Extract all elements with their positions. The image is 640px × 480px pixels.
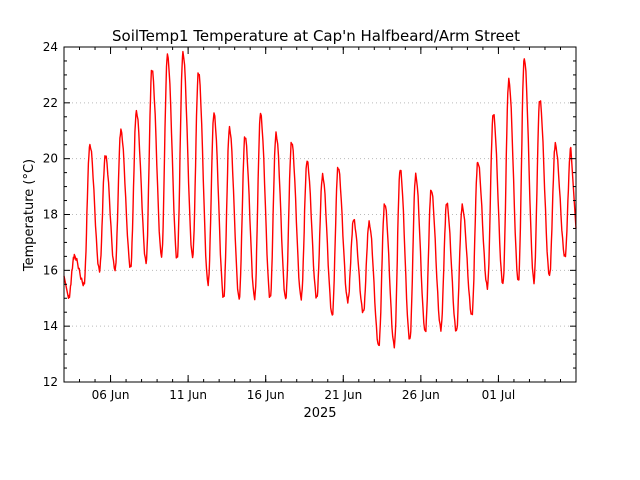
y-tick-label-14: 14 <box>43 319 58 333</box>
y-tick-label-22: 22 <box>43 96 58 110</box>
y-tick-label-20: 20 <box>43 152 58 166</box>
temperature-series-line <box>63 50 577 349</box>
y-tick-label-24: 24 <box>43 40 58 54</box>
x-tick-label: 01 Jul <box>482 388 516 402</box>
x-axis: 06 Jun 11 Jun 16 Jun 21 Jun 26 Jun 01 Jul <box>63 47 577 402</box>
chart-title: SoilTemp1 Temperature at Cap'n Halfbeard… <box>112 27 520 45</box>
y-tick-label-16: 16 <box>43 263 58 277</box>
y-axis: 12 14 16 18 20 22 24 <box>43 40 576 389</box>
y-tick-label-12: 12 <box>43 375 58 389</box>
x-tick-label: 06 Jun <box>92 388 130 402</box>
x-tick-label: 26 Jun <box>402 388 440 402</box>
x-tick-label: 11 Jun <box>169 388 207 402</box>
x-tick-label: 16 Jun <box>247 388 285 402</box>
y-tick-label-18: 18 <box>43 208 58 222</box>
x-tick-label: 21 Jun <box>324 388 362 402</box>
y-axis-label: Temperature (°C) <box>22 159 37 272</box>
x-axis-year-label: 2025 <box>303 406 336 421</box>
